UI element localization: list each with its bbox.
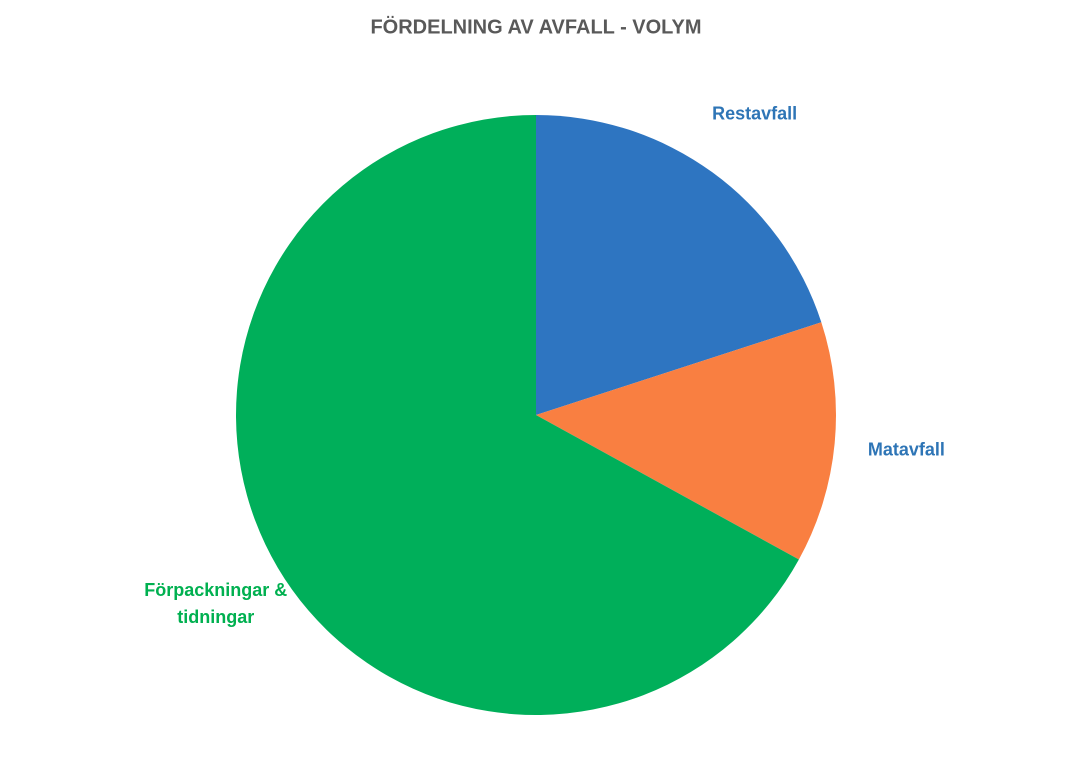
pie-slice bbox=[536, 322, 836, 560]
slice-label: Matavfall bbox=[867, 439, 945, 460]
slice-label: Restavfall bbox=[712, 103, 798, 124]
chart-title: FÖRDELNING AV AVFALL - VOLYM bbox=[370, 15, 701, 38]
slice-label: Förpackningar & tidningar bbox=[144, 580, 288, 628]
pie-slice bbox=[536, 115, 822, 415]
pie-slice bbox=[236, 115, 799, 716]
